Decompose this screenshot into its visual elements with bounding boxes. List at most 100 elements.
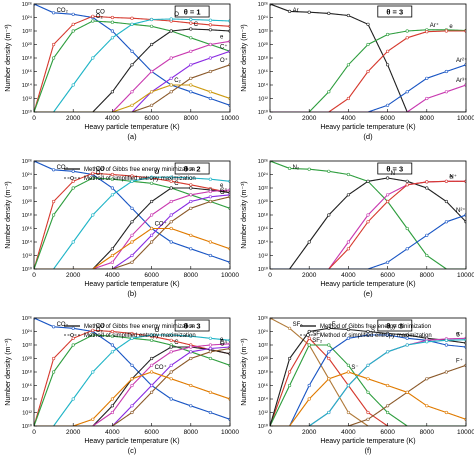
y-tick-label: 10¹⁸ — [22, 212, 32, 219]
data-point — [130, 410, 134, 415]
series-dashed-4 — [270, 64, 466, 112]
x-axis-label: Heavy particle temperature (K) — [320, 438, 415, 445]
x-axis-label: Heavy particle temperature (K) — [84, 281, 179, 288]
data-point — [150, 42, 154, 47]
x-tick-label: 10000 — [221, 429, 239, 436]
data-point — [327, 169, 331, 173]
series-label: O⁺ — [220, 341, 228, 348]
series-dashed-5 — [270, 334, 466, 426]
y-tick-label: 10¹⁴ — [22, 239, 33, 246]
y-tick-label: 10¹² — [258, 411, 268, 417]
data-point — [189, 350, 193, 354]
series-label: N — [391, 171, 395, 177]
data-point — [444, 370, 449, 374]
y-tick-label: 10¹² — [258, 97, 268, 103]
x-tick-label: 10000 — [221, 272, 239, 279]
legend-marker — [70, 333, 74, 337]
panel-label: (b) — [127, 289, 137, 298]
theta-label: θ = 3 — [184, 322, 201, 331]
series-label: CO⁺ — [155, 221, 167, 228]
data-point — [110, 410, 114, 415]
legend-entry: Method of Gibbs free energy minimization — [320, 324, 431, 330]
data-point — [71, 186, 75, 190]
data-point — [130, 363, 134, 367]
y-tick-label: 10¹⁶ — [22, 383, 32, 390]
data-point — [51, 56, 56, 60]
y-tick-label: 10¹² — [22, 254, 32, 260]
data-point — [110, 329, 114, 334]
data-point — [189, 90, 193, 94]
series-label: O₂ — [96, 328, 104, 334]
panel-6: 0 2000 4000 6000 8000 10000 10¹⁰ 10¹² 10¹⁴ 10¹⁶ 10… — [241, 315, 474, 455]
data-point — [169, 29, 173, 33]
data-point — [208, 410, 212, 415]
data-point — [71, 240, 75, 244]
data-point — [51, 168, 56, 172]
data-point — [288, 9, 292, 13]
data-point — [150, 103, 154, 107]
data-point — [386, 350, 390, 354]
series-label: S⁺ — [456, 332, 463, 339]
x-tick-label: 2000 — [66, 429, 81, 436]
y-tick-label: 10¹⁰ — [22, 423, 33, 430]
data-point — [91, 176, 95, 180]
legend-entry: Method of simplified entropy maximizatio… — [320, 333, 432, 339]
series-label: F — [332, 322, 336, 328]
y-tick-label: 10¹⁸ — [258, 55, 268, 62]
legend-entry: Method of Gibbs free energy minimization — [84, 324, 195, 330]
data-point — [366, 363, 370, 367]
series-group — [270, 161, 466, 269]
data-point — [189, 206, 193, 210]
data-point — [386, 404, 390, 408]
data-point — [208, 343, 212, 347]
y-tick-label: 10¹⁰ — [22, 266, 33, 273]
data-point — [189, 83, 193, 87]
series-label: e — [449, 174, 453, 180]
data-point — [208, 346, 212, 351]
data-point — [346, 96, 351, 101]
data-point — [130, 179, 134, 183]
data-point — [346, 13, 351, 18]
data-point — [208, 350, 212, 354]
y-axis-label: Number density (m⁻³) — [241, 338, 248, 405]
y-tick-label: 10²⁶ — [258, 1, 268, 8]
data-point — [444, 179, 449, 183]
data-point — [346, 327, 351, 332]
y-tick-label: 10²² — [22, 343, 32, 349]
theta-box — [377, 319, 413, 332]
series-label: e — [220, 34, 224, 40]
data-point — [91, 171, 95, 175]
data-point — [208, 28, 212, 32]
theta-label: θ = 1 — [184, 8, 201, 17]
data-point — [208, 23, 212, 27]
data-point — [189, 199, 193, 204]
data-point — [169, 179, 173, 183]
data-point — [189, 76, 193, 80]
data-point — [307, 336, 311, 340]
legend-entry: Method of Gibbs free energy minimization — [84, 167, 195, 173]
y-tick-label: 10¹⁴ — [258, 82, 269, 89]
series-dashed-4 — [34, 18, 230, 112]
y-tick-label: 10¹⁰ — [258, 266, 269, 273]
data-point — [386, 383, 390, 388]
data-point — [130, 233, 134, 237]
series-label: C — [174, 340, 179, 346]
data-point — [405, 247, 409, 251]
data-point — [130, 253, 134, 258]
x-tick-label: 6000 — [144, 115, 159, 122]
series-dashed-8 — [34, 64, 230, 112]
x-tick-label: 6000 — [380, 429, 395, 436]
x-axis-label: Heavy particle temperature (K) — [320, 281, 415, 288]
x-tick-label: 4000 — [105, 429, 120, 436]
data-point — [169, 363, 173, 367]
x-tick-label: 0 — [268, 429, 272, 436]
data-point — [169, 350, 173, 354]
series-dashed-9 — [270, 371, 466, 426]
y-tick-label: 10²⁴ — [22, 329, 33, 336]
panel-1: 0 2000 4000 6000 8000 10000 10¹⁰ 10¹² 10¹⁴ 10¹⁶ 10… — [5, 1, 239, 141]
data-point — [444, 338, 449, 342]
data-point — [51, 199, 56, 204]
series-label: Ar — [293, 8, 299, 14]
series-label: C⁺ — [220, 43, 228, 50]
data-point — [169, 186, 173, 190]
